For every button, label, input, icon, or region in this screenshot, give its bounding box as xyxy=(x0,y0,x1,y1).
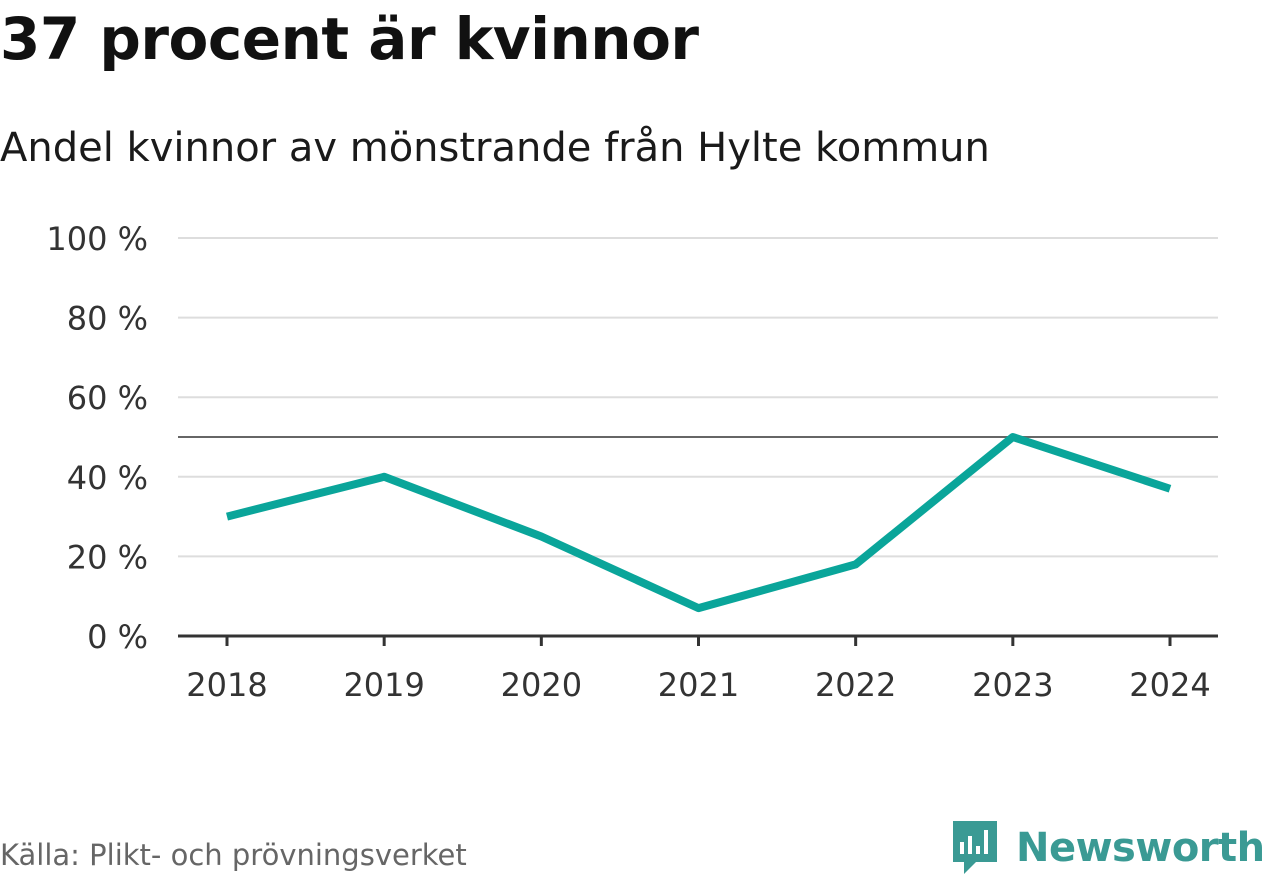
newsworthy-logo-icon xyxy=(953,821,997,874)
newsworthy-logo-text: Newsworthy xyxy=(1016,825,1262,871)
newsworthy-logo: Newsworthy xyxy=(950,818,1262,878)
x-tick-label-2024: 2024 xyxy=(1129,666,1210,704)
chart-subtitle: Andel kvinnor av mönstrande från Hylte k… xyxy=(0,125,990,171)
x-tick-label-2021: 2021 xyxy=(658,666,739,704)
y-tick-label-20: 20 % xyxy=(67,538,148,576)
x-tick-label-2023: 2023 xyxy=(972,666,1053,704)
source-note: Källa: Plikt- och prövningsverket xyxy=(0,838,467,872)
series-line-0 xyxy=(226,433,1172,613)
y-tick-label-80: 80 % xyxy=(67,300,148,338)
x-tick-label-2022: 2022 xyxy=(815,666,896,704)
x-tick-label-2019: 2019 xyxy=(343,666,424,704)
y-tick-label-40: 40 % xyxy=(67,459,148,497)
y-tick-label-0: 0 % xyxy=(87,618,148,656)
x-tick-label-2018: 2018 xyxy=(186,666,267,704)
y-tick-label-60: 60 % xyxy=(67,379,148,417)
chart-title: 37 procent är kvinnor xyxy=(0,5,699,73)
x-tick-label-2020: 2020 xyxy=(501,666,582,704)
y-tick-label-100: 100 % xyxy=(46,220,148,258)
